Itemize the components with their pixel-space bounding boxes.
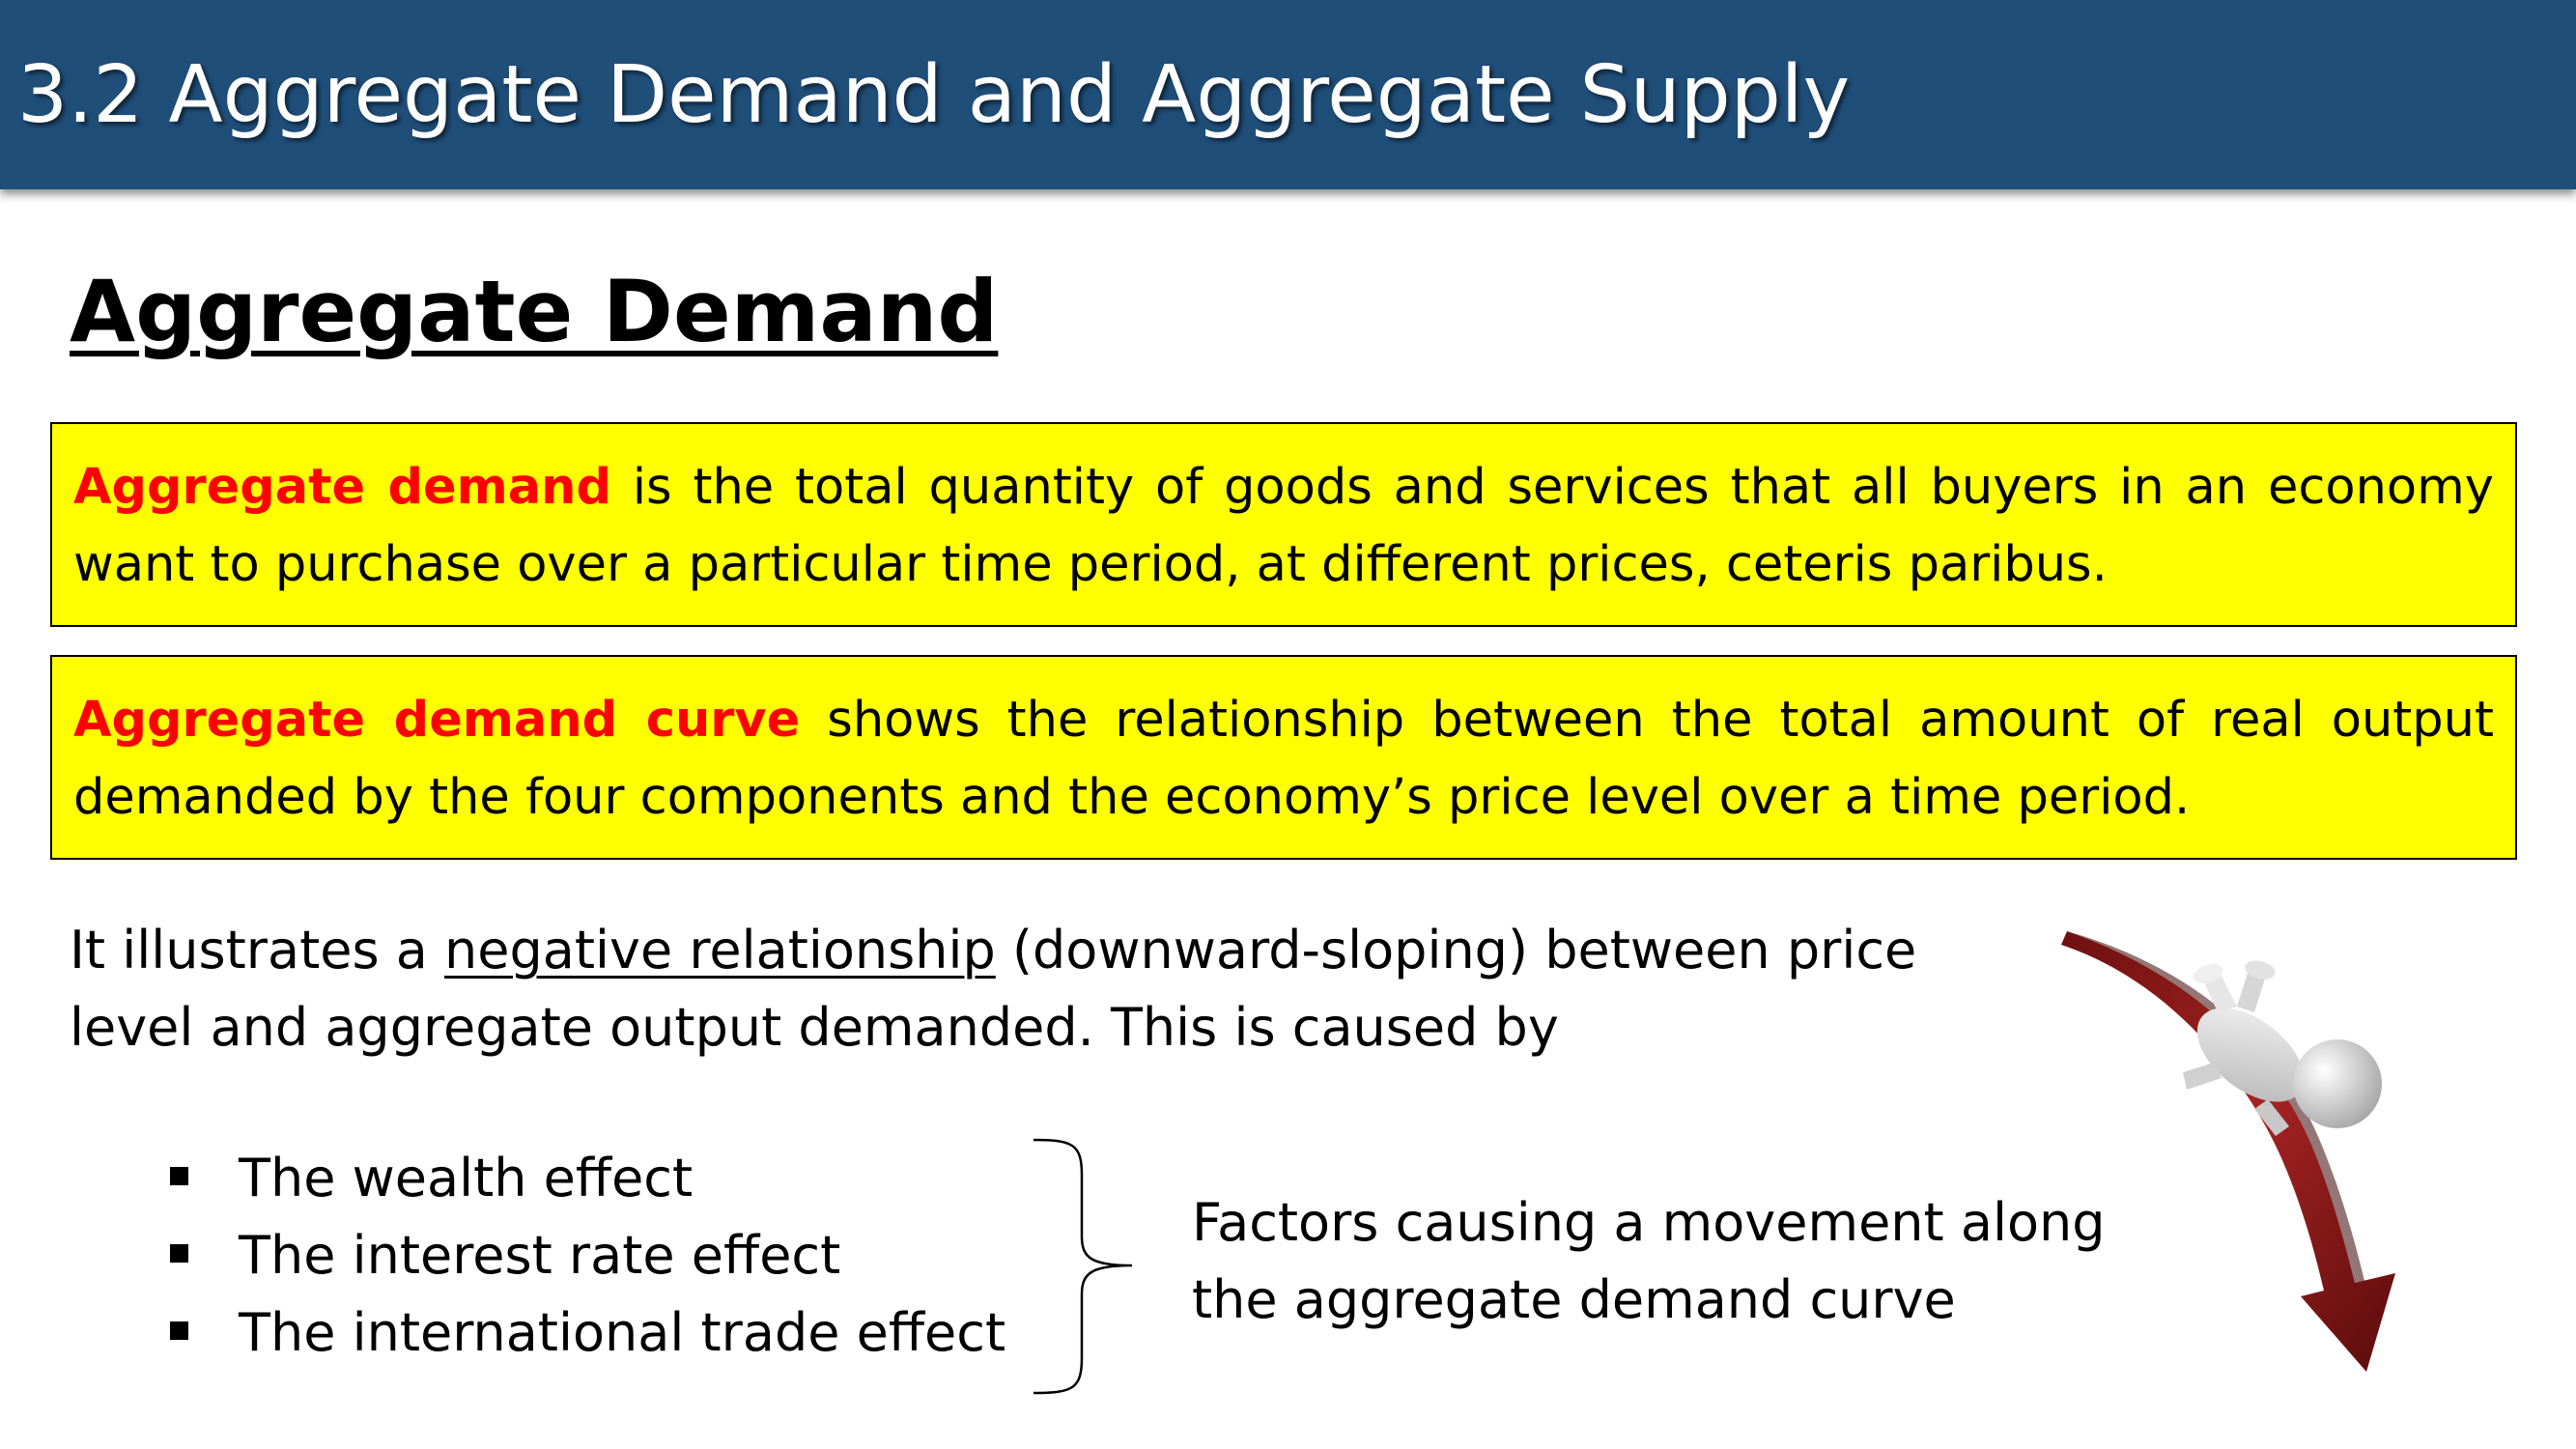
explanation-text-continued: (downward-sloping) between price level a…: [70, 920, 1917, 1058]
title-bar: 3.2 Aggregate Demand and Aggregate Suppl…: [0, 0, 2576, 189]
right-curly-brace-icon: [1033, 1138, 1133, 1395]
definition-term: Aggregate demand: [73, 459, 611, 516]
definition-box-aggregate-demand: Aggregate demand is the total quantity o…: [50, 422, 2517, 627]
definition-box-aggregate-demand-curve: Aggregate demand curve shows the relatio…: [50, 655, 2517, 860]
slide-title: 3.2 Aggregate Demand and Aggregate Suppl…: [17, 49, 1851, 141]
list-item: The wealth effect: [170, 1140, 1005, 1217]
square-bullet-icon: [170, 1244, 188, 1263]
factors-note: Factors causing a movement along the agg…: [1192, 1184, 2106, 1339]
square-bullet-icon: [170, 1167, 188, 1185]
list-item: The international trade effect: [170, 1294, 1005, 1372]
explanation-text: It illustrates a: [70, 920, 445, 980]
list-item: The interest rate effect: [170, 1217, 1005, 1294]
definition-text: is the total quantity of goods and servi…: [73, 459, 2494, 593]
tumbling-person-icon: [2183, 960, 2382, 1136]
factors-note-line: Factors causing a movement along: [1192, 1192, 2106, 1253]
definition-term: Aggregate demand curve: [73, 692, 801, 749]
falling-figure-on-downward-arrow-icon: [2061, 931, 2395, 1372]
effect-label: The interest rate effect: [239, 1225, 841, 1286]
definition-text: shows the relationship between the total…: [73, 692, 2494, 826]
factors-note-line: the aggregate demand curve: [1192, 1269, 1956, 1330]
explanation-paragraph: It illustrates a negative relationship (…: [70, 912, 2021, 1066]
effect-label: The wealth effect: [239, 1148, 694, 1208]
effect-label: The international trade effect: [239, 1302, 1006, 1363]
section-heading: Aggregate Demand: [70, 262, 999, 361]
effects-list: The wealth effect The interest rate effe…: [170, 1140, 1005, 1372]
negative-relationship-underlined: negative relationship: [444, 920, 996, 980]
square-bullet-icon: [170, 1321, 188, 1340]
